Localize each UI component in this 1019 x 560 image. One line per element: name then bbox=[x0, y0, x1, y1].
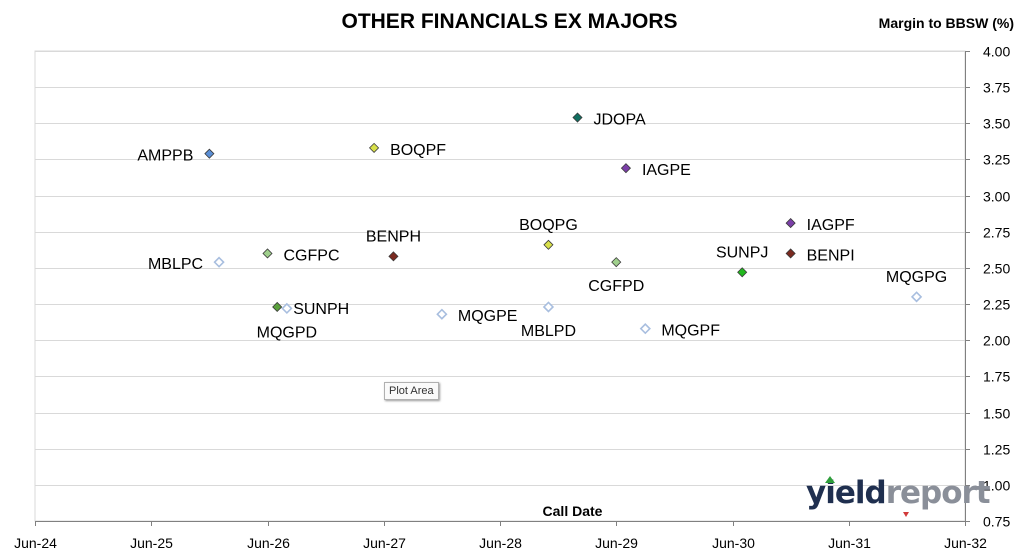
y-tick-label: 2.75 bbox=[983, 225, 1010, 241]
data-point-boqpf bbox=[368, 142, 380, 153]
data-label-mblpd: MBLPD bbox=[521, 323, 576, 340]
data-label-mqgpg: MQGPG bbox=[886, 269, 947, 286]
y-tick-label: 0.75 bbox=[983, 514, 1010, 530]
y-tick-label: 2.50 bbox=[983, 261, 1010, 277]
data-label-mqgpf: MQGPF bbox=[661, 323, 720, 340]
x-axis-title: Call Date bbox=[542, 503, 603, 519]
data-point-mblpc bbox=[213, 256, 225, 268]
data-label-jdopa: JDOPA bbox=[594, 112, 646, 129]
data-label-boqpf: BOQPF bbox=[390, 142, 446, 159]
y-tick-label: 1.25 bbox=[983, 442, 1010, 458]
data-point-iagpe bbox=[620, 163, 632, 174]
data-point-jdopa bbox=[572, 112, 583, 123]
data-point-iagpf bbox=[785, 218, 796, 229]
data-point-mqgpe bbox=[436, 308, 448, 320]
data-point-amppb bbox=[204, 148, 215, 159]
data-point-mqgpf bbox=[639, 323, 651, 335]
x-tick-label: Jun-32 bbox=[944, 535, 987, 551]
data-label-mqgpe: MQGPE bbox=[458, 308, 518, 325]
data-label-iagpe: IAGPE bbox=[642, 162, 691, 179]
data-label-boqpg: BOQPG bbox=[519, 217, 578, 234]
yieldreport-logo: yieldreport bbox=[806, 475, 991, 511]
y-axis-title: Margin to BBSW (%) bbox=[878, 15, 1014, 31]
x-tick-label: Jun-31 bbox=[828, 535, 871, 551]
data-labels: AMPPB MBLPC CGFPC SUNPH MQGPD BOQPF BENPH MQGPE… bbox=[137, 112, 947, 342]
y-tick-label: 3.00 bbox=[983, 189, 1010, 205]
x-tick-label: Jun-28 bbox=[479, 535, 522, 551]
axes: 0.75 1.00 1.25 1.50 1.75 2.00 2.25 2.50 2.75 3.00… bbox=[14, 44, 1010, 552]
data-point-mqgpd bbox=[281, 302, 293, 315]
data-label-benph: BENPH bbox=[366, 228, 421, 245]
data-label-amppb: AMPPB bbox=[137, 148, 193, 165]
plot-area-border bbox=[34, 50, 966, 522]
data-points bbox=[204, 112, 923, 335]
data-point-benph bbox=[388, 251, 399, 262]
data-label-mblpc: MBLPC bbox=[148, 256, 203, 273]
data-point-sunph bbox=[272, 301, 283, 313]
logo-arrow-icon bbox=[825, 476, 835, 483]
data-point-mqgpg bbox=[910, 291, 923, 303]
x-tick-label: Jun-29 bbox=[595, 535, 638, 551]
data-label-sunph: SUNPH bbox=[293, 301, 349, 318]
data-point-cgfpc bbox=[262, 248, 273, 259]
data-point-mblpd bbox=[542, 301, 555, 313]
gridlines bbox=[34, 50, 966, 522]
y-tick-label: 3.50 bbox=[983, 116, 1010, 132]
data-label-cgfpd: CGFPD bbox=[588, 278, 644, 295]
y-tick-label: 3.25 bbox=[983, 152, 1010, 168]
y-tick-label: 3.75 bbox=[983, 80, 1010, 96]
data-point-benpi bbox=[785, 248, 796, 259]
x-tick-label: Jun-25 bbox=[130, 535, 173, 551]
y-tick-label: 1.75 bbox=[983, 369, 1010, 385]
x-tick-label: Jun-27 bbox=[363, 535, 406, 551]
y-tick-label: 4.00 bbox=[983, 44, 1010, 60]
data-point-cgfpd bbox=[611, 257, 622, 268]
data-label-cgfpc: CGFPC bbox=[284, 247, 340, 264]
data-label-sunpj: SUNPJ bbox=[716, 244, 768, 261]
chart-title: OTHER FINANCIALS EX MAJORS bbox=[341, 10, 678, 33]
data-point-sunpj bbox=[737, 267, 748, 278]
data-label-mqgpd: MQGPD bbox=[257, 324, 317, 341]
x-tick-label: Jun-30 bbox=[712, 535, 755, 551]
y-tick-label: 2.25 bbox=[983, 297, 1010, 313]
x-tick-label: Jun-24 bbox=[14, 535, 57, 551]
data-point-boqpg bbox=[543, 239, 554, 250]
x-tick-label: Jun-26 bbox=[247, 535, 290, 551]
y-tick-label: 2.00 bbox=[983, 333, 1010, 349]
logo-down-arrow-icon bbox=[903, 512, 909, 517]
data-label-benpi: BENPI bbox=[807, 247, 855, 264]
y-tick-label: 1.00 bbox=[983, 478, 1010, 494]
data-label-iagpf: IAGPF bbox=[807, 217, 855, 234]
y-tick-label: 1.50 bbox=[983, 406, 1010, 422]
plot-area-tooltip: Plot Area bbox=[384, 382, 439, 400]
